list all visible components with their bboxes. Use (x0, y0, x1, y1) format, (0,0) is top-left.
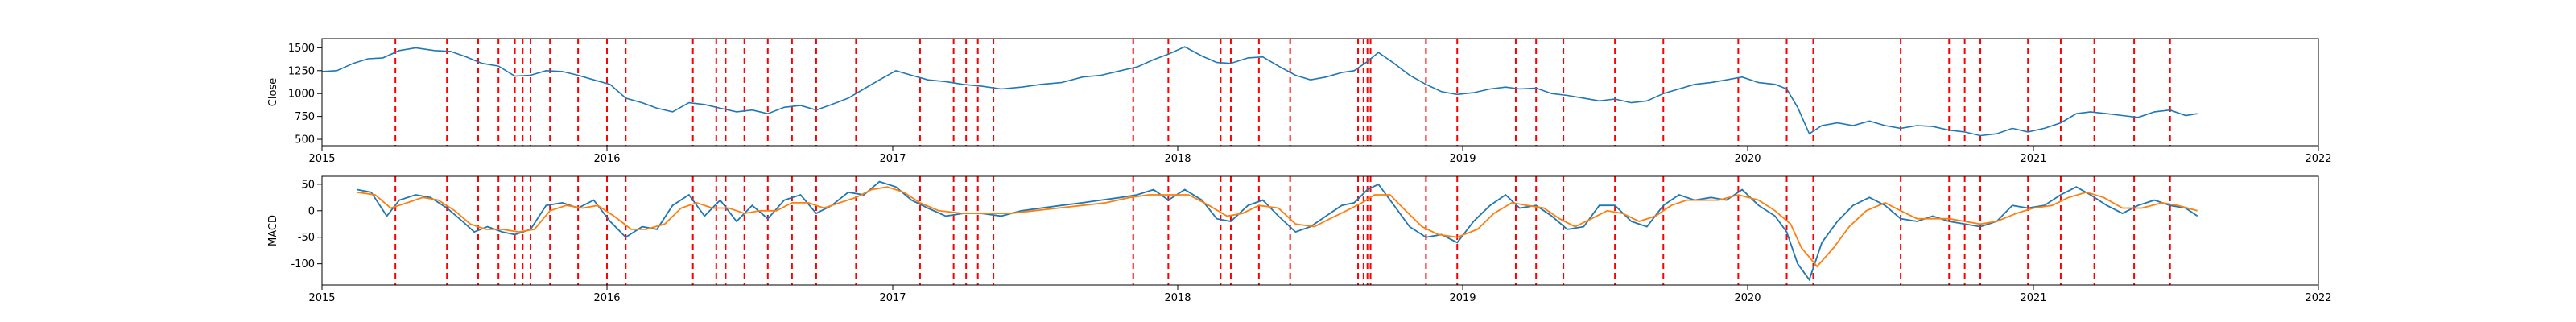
x-tick-label: 2017 (879, 292, 906, 304)
macd-axes-frame (321, 175, 2319, 286)
macd-marker-lines (394, 176, 2171, 285)
y-tick-label: 1250 (288, 65, 315, 77)
macd-signal-line (357, 186, 2198, 268)
close-y-ticks: 500 750 1000 1250 1500 (288, 43, 322, 147)
close-x-ticks: 2015 2016 2017 2018 2019 2020 2021 2022 (308, 146, 2332, 165)
x-tick-label: 2018 (1164, 153, 1191, 165)
x-tick-label: 2015 (308, 153, 335, 165)
x-tick-label: 2022 (2305, 153, 2331, 165)
x-tick-label: 2020 (1734, 292, 1761, 304)
x-tick-label: 2018 (1164, 292, 1191, 304)
x-tick-label: 2019 (1449, 153, 1476, 165)
y-tick-label: 0 (308, 205, 315, 217)
close-price-line (321, 46, 2198, 137)
y-tick-label: 750 (295, 111, 315, 123)
macd-x-ticks: 2015 2016 2017 2018 2019 2020 2021 2022 (308, 285, 2332, 304)
x-tick-label: 2021 (2020, 153, 2046, 165)
y-tick-label: 500 (295, 134, 315, 147)
y-tick-label: 50 (301, 179, 315, 191)
macd-y-axis-label: MACD (267, 215, 279, 246)
x-tick-label: 2022 (2305, 292, 2331, 304)
x-tick-label: 2016 (593, 153, 620, 165)
y-tick-label: -100 (291, 258, 315, 270)
y-tick-label: 1000 (288, 89, 315, 101)
x-tick-label: 2016 (593, 292, 620, 304)
x-tick-label: 2017 (879, 153, 906, 165)
x-tick-label: 2015 (308, 292, 335, 304)
close-axes-frame (321, 38, 2319, 147)
x-tick-label: 2019 (1449, 292, 1476, 304)
close-y-axis-label: Close (267, 78, 279, 106)
y-tick-label: 1500 (288, 43, 315, 55)
close-marker-lines (394, 39, 2171, 146)
macd-y-ticks: -100 -50 0 50 (291, 179, 322, 270)
x-tick-label: 2021 (2020, 292, 2046, 304)
y-tick-label: -50 (298, 232, 315, 244)
x-tick-label: 2020 (1734, 153, 1761, 165)
